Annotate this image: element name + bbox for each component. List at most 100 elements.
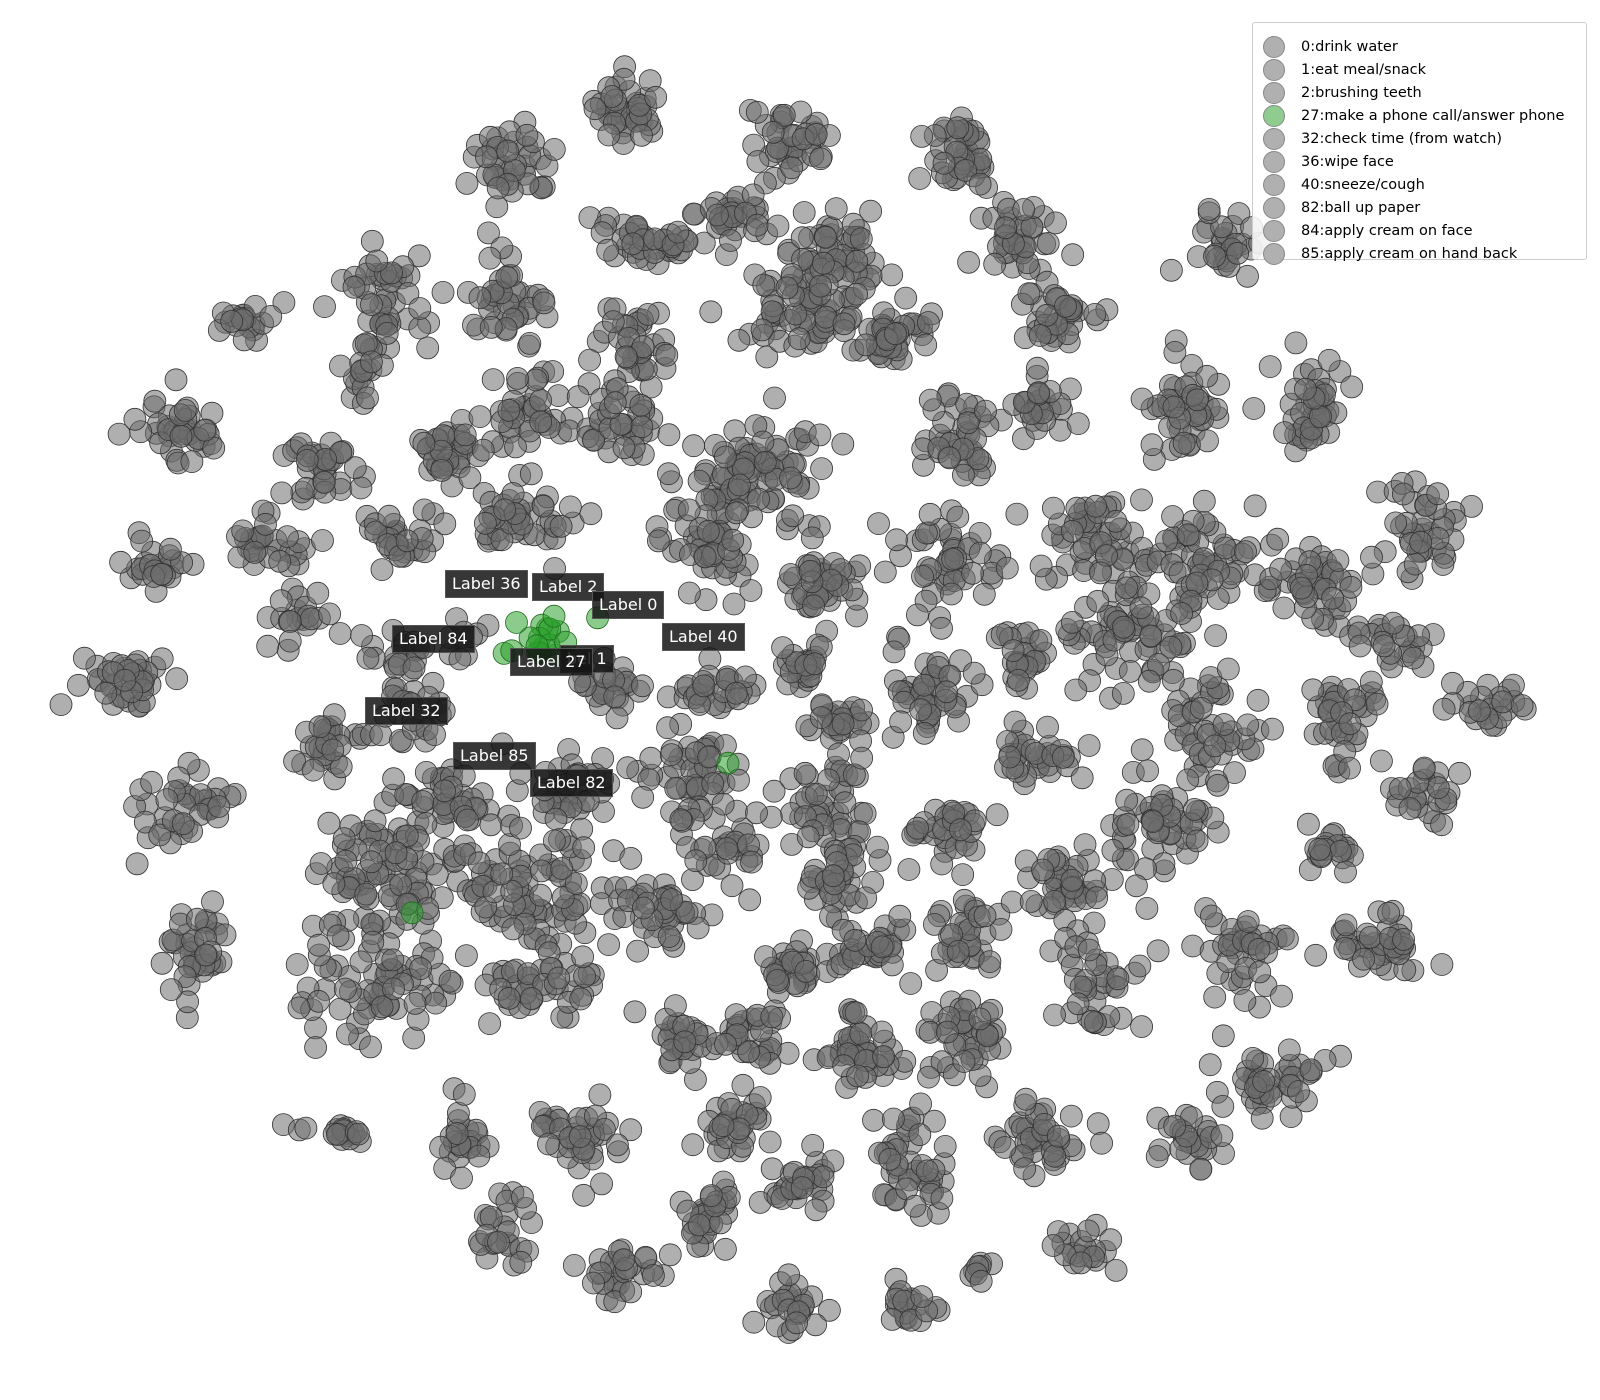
scatter-point	[1272, 596, 1296, 620]
scatter-point	[1334, 860, 1357, 884]
scatter-point	[798, 559, 822, 583]
scatter-point	[918, 502, 942, 526]
scatter-point	[809, 706, 833, 729]
scatter-point	[1061, 243, 1085, 267]
scatter-point	[185, 907, 209, 931]
scatter-point	[619, 1280, 643, 1304]
scatter-point	[328, 622, 352, 645]
scatter-point	[350, 624, 374, 647]
scatter-point	[951, 863, 975, 886]
scatter-point	[1426, 482, 1450, 506]
scatter-point	[1044, 211, 1067, 235]
scatter-point	[566, 385, 590, 409]
scatter-point	[1189, 696, 1213, 720]
scatter-point	[395, 529, 419, 553]
scatter-point	[321, 738, 345, 762]
scatter-point	[593, 1118, 616, 1141]
scatter-point	[1359, 670, 1383, 694]
scatter-point	[935, 680, 958, 704]
scatter-point	[1206, 773, 1230, 797]
scatter-point	[361, 930, 385, 954]
scatter-point	[1060, 519, 1084, 543]
scatter-point	[1431, 553, 1455, 576]
scatter-point	[1036, 231, 1060, 255]
scatter-point	[150, 562, 174, 586]
scatter-point	[906, 816, 929, 840]
scatter-point	[657, 925, 681, 948]
scatter-point	[1402, 646, 1425, 670]
scatter-point	[479, 315, 503, 339]
scatter-point	[597, 933, 620, 956]
scatter-point	[430, 458, 454, 482]
scatter-point	[411, 790, 435, 813]
scatter-point	[1392, 928, 1415, 951]
scatter-point	[849, 227, 873, 251]
scatter-point	[978, 950, 1002, 973]
scatter-point	[918, 388, 942, 412]
scatter-point	[972, 582, 996, 606]
scatter-point	[1125, 874, 1148, 898]
scatter-point	[562, 1254, 586, 1277]
scatter-point	[724, 501, 748, 525]
scatter-point	[761, 120, 785, 144]
scatter-point	[821, 864, 845, 888]
scatter-point	[911, 565, 934, 588]
scatter-point	[609, 412, 633, 436]
scatter-point	[990, 623, 1014, 646]
scatter-point	[1441, 671, 1464, 695]
scatter-point	[1137, 669, 1161, 693]
scatter-point	[1026, 356, 1049, 380]
scatter-point	[1430, 953, 1454, 976]
scatter-point	[724, 1003, 748, 1026]
scatter-point	[750, 318, 774, 342]
scatter-point	[1266, 527, 1290, 551]
scatter-point-highlight	[716, 751, 740, 775]
scatter-point	[831, 712, 855, 736]
scatter-point	[801, 1134, 825, 1157]
scatter-point	[1212, 713, 1236, 736]
annotation-label-40: Label 40	[662, 623, 745, 651]
scatter-point	[909, 698, 933, 722]
scatter-point	[808, 423, 832, 447]
scatter-point	[1384, 511, 1408, 535]
scatter-point	[686, 916, 710, 940]
scatter-point	[582, 1271, 605, 1295]
scatter-point	[854, 333, 878, 357]
scatter-point	[809, 274, 832, 298]
scatter-point	[1377, 901, 1401, 925]
scatter-point	[664, 994, 687, 1017]
scatter-point	[800, 526, 824, 550]
scatter-point	[699, 300, 723, 324]
scatter-point	[1287, 1080, 1310, 1103]
scatter-point	[619, 1118, 643, 1142]
scatter-point	[1163, 340, 1187, 364]
scatter-point	[812, 251, 835, 275]
scatter-point	[1321, 586, 1344, 610]
scatter-point	[1077, 938, 1101, 962]
scatter-point	[1317, 348, 1341, 372]
legend-marker-icon	[1263, 105, 1285, 127]
scatter-point	[268, 549, 292, 573]
scatter-point	[312, 470, 336, 494]
scatter-point	[1392, 482, 1415, 506]
legend-label: 85:apply cream on hand back	[1301, 246, 1518, 262]
scatter-point	[731, 1073, 755, 1097]
scatter-point	[583, 97, 607, 121]
scatter-point	[845, 282, 868, 306]
scatter-point	[1246, 688, 1270, 712]
scatter-point	[790, 226, 814, 250]
scatter-point	[775, 276, 799, 300]
scatter-point	[490, 862, 514, 886]
scatter-point	[614, 345, 638, 369]
scatter-point	[818, 1298, 841, 1322]
scatter-point	[308, 715, 332, 739]
scatter-point	[1106, 967, 1130, 991]
scatter-point	[1130, 387, 1154, 411]
scatter-point	[629, 393, 653, 417]
scatter-point	[908, 167, 932, 190]
scatter-point	[906, 603, 929, 627]
scatter-point	[335, 1022, 359, 1046]
scatter-point	[753, 450, 777, 474]
scatter-point	[254, 512, 277, 536]
